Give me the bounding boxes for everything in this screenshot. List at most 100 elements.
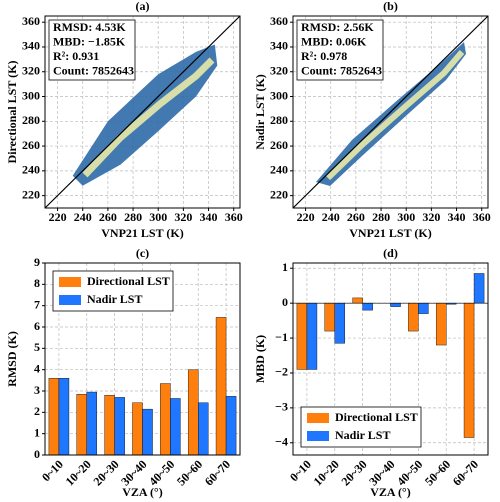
annotation: R²: 0.931 (53, 49, 99, 63)
bar (463, 302, 475, 438)
plot-frame (292, 15, 489, 209)
y-tick-label: −4 (275, 435, 288, 449)
y-tick-label: 300 (22, 88, 40, 102)
x-tick-label: 240 (74, 210, 92, 224)
x-tick-label: 10~20 (63, 457, 94, 488)
y-tick-label: 240 (270, 163, 288, 177)
y-tick-label: 220 (22, 187, 40, 201)
x-tick-label: 240 (322, 210, 340, 224)
bar (408, 302, 419, 332)
legend-label: Directional LST (87, 274, 170, 288)
y-tick-label: 340 (22, 39, 40, 53)
x-tick-label: 30~40 (118, 457, 149, 488)
bar (352, 297, 363, 304)
bar (334, 302, 346, 344)
one-to-one-line (292, 15, 489, 209)
bar (306, 302, 318, 370)
x-tick-label: 360 (473, 210, 491, 224)
y-tick-label: 9 (34, 255, 40, 269)
bar (473, 273, 485, 304)
y-tick-label: 1 (282, 260, 288, 274)
annotation: R²: 0.978 (301, 49, 347, 63)
x-tick-label: 30~40 (366, 457, 397, 488)
bar (142, 408, 153, 456)
legend-swatch (307, 413, 329, 423)
annotation: Count: 7852643 (301, 63, 382, 77)
y-tick-label: 260 (270, 138, 288, 152)
annotation: RMSD: 4.53K (53, 20, 126, 34)
bar (324, 302, 335, 332)
bar (160, 383, 171, 456)
x-tick-label: 280 (124, 210, 142, 224)
bar (225, 396, 237, 456)
bar (132, 402, 143, 456)
x-tick-label: 60~70 (202, 457, 233, 488)
y-tick-label: 220 (270, 187, 288, 201)
legend-swatch (59, 277, 81, 287)
x-axis-label: VNP21 LST (K) (349, 226, 431, 240)
legend-label: Nadir LST (87, 292, 142, 306)
x-axis-label: VNP21 LST (K) (101, 226, 183, 240)
bar (58, 378, 70, 456)
x-tick-label: 260 (99, 210, 117, 224)
x-tick-label: 340 (448, 210, 466, 224)
plot-frame (44, 262, 241, 456)
annotation-box (48, 19, 136, 81)
bar (362, 302, 373, 311)
y-tick-label: −3 (275, 400, 288, 414)
bar (198, 402, 209, 456)
x-tick-label: 280 (372, 210, 390, 224)
y-tick-label: 6 (34, 319, 40, 333)
annotation: Count: 7852643 (53, 63, 134, 77)
x-tick-label: 300 (397, 210, 415, 224)
density-core (82, 57, 215, 178)
y-tick-label: −1 (275, 330, 288, 344)
x-tick-label: 260 (347, 210, 365, 224)
x-tick-label: 320 (422, 210, 440, 224)
annotation: MBD: −1.85K (53, 34, 126, 48)
bar (215, 317, 227, 456)
x-tick-label: 360 (225, 210, 243, 224)
bar (390, 302, 401, 307)
bar (296, 302, 308, 370)
y-tick-label: 1 (34, 425, 40, 439)
y-axis-label: Nadir LST (K) (253, 74, 267, 150)
bar (435, 302, 447, 346)
x-tick-label: 340 (200, 210, 218, 224)
x-tick-label: 0~10 (39, 457, 66, 484)
annotation-box (296, 19, 384, 81)
y-tick-label: 360 (270, 14, 288, 28)
y-tick-label: 8 (34, 276, 40, 290)
y-tick-label: −2 (275, 365, 288, 379)
x-tick-label: 50~60 (174, 457, 205, 488)
x-tick-label: 220 (297, 210, 315, 224)
legend-label: Nadir LST (335, 428, 390, 442)
x-tick-label: 320 (174, 210, 192, 224)
x-tick-label: 220 (49, 210, 67, 224)
one-to-one-line (44, 15, 241, 209)
y-tick-label: 5 (34, 340, 40, 354)
x-tick-label: 40~50 (394, 457, 425, 488)
bar (76, 394, 87, 456)
y-tick-label: 340 (270, 39, 288, 53)
x-axis-label: VZA (°) (370, 485, 410, 499)
x-tick-label: 40~50 (146, 457, 177, 488)
annotation: RMSD: 2.56K (301, 20, 374, 34)
y-axis-label: RMSD (K) (5, 331, 19, 387)
density-core (325, 50, 465, 181)
x-tick-label: 0~10 (287, 457, 314, 484)
bar (170, 398, 181, 456)
panel-title: (a) (136, 0, 150, 13)
y-tick-label: 0 (282, 295, 288, 309)
y-tick-label: 2 (34, 404, 40, 418)
bar (48, 378, 60, 456)
bar (187, 369, 199, 456)
y-tick-label: 300 (270, 88, 288, 102)
x-tick-label: 60~70 (450, 457, 481, 488)
y-axis-label: Directional LST (K) (5, 61, 19, 164)
y-tick-label: 260 (22, 138, 40, 152)
bar (86, 391, 98, 456)
x-tick-label: 300 (149, 210, 167, 224)
x-axis-label: VZA (°) (122, 485, 162, 499)
